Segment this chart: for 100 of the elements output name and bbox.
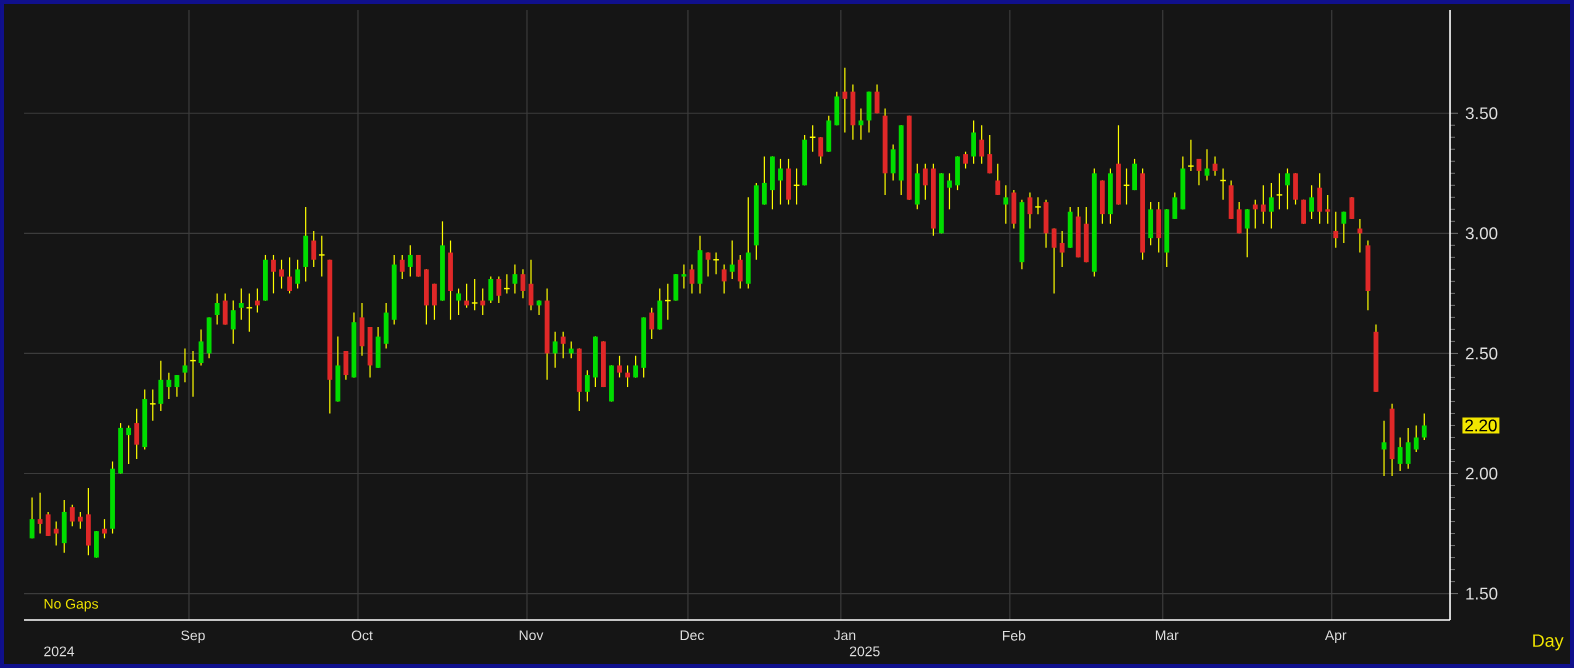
candlestick <box>1011 189 1017 230</box>
candlestick <box>987 134 993 174</box>
candlestick <box>512 263 518 294</box>
candlestick <box>456 287 461 316</box>
candlestick <box>1421 412 1427 441</box>
candlestick <box>729 239 735 280</box>
candlestick <box>230 299 236 345</box>
candlestick <box>149 388 157 422</box>
candlestick <box>214 292 220 326</box>
candlestick <box>61 499 67 554</box>
candlestick <box>263 254 268 302</box>
candlestick <box>488 275 494 304</box>
candlestick <box>166 372 172 400</box>
candlestick <box>1268 182 1274 230</box>
candlestick <box>673 273 679 302</box>
candlestick <box>303 206 309 282</box>
candlestick <box>287 256 292 294</box>
candlestick <box>1059 230 1065 268</box>
candlestick <box>37 492 43 535</box>
candlestick <box>737 254 743 290</box>
candlestick <box>802 134 808 186</box>
y-tick-label: 2.00 <box>1465 467 1498 480</box>
candlestick <box>609 364 614 403</box>
candlestick <box>786 158 791 206</box>
candlestick <box>1275 172 1283 210</box>
candlestick <box>134 408 140 460</box>
candlestick <box>182 348 188 383</box>
y-tick-label: 3.50 <box>1465 107 1498 120</box>
candlestick <box>1116 124 1121 206</box>
candlestick <box>471 278 479 311</box>
candlestick <box>174 374 180 398</box>
candlestick <box>955 155 960 191</box>
candlestick <box>592 336 598 388</box>
candlestick <box>1156 201 1162 254</box>
candlestick <box>1293 172 1298 206</box>
candlestick <box>206 316 212 359</box>
candlestick <box>158 360 164 412</box>
candlestick <box>335 336 341 403</box>
candlestick <box>560 331 566 359</box>
candlestick <box>496 275 502 304</box>
candlestick <box>1108 167 1113 225</box>
y-tick-label: 3.00 <box>1465 227 1498 240</box>
candlestick <box>914 163 920 210</box>
candlestick <box>85 487 91 556</box>
candlestick <box>979 124 985 165</box>
candlestick <box>576 348 582 412</box>
candlestick <box>1260 184 1266 225</box>
candlestick <box>1317 172 1323 225</box>
candlestick <box>1187 139 1195 172</box>
candlestick <box>448 239 453 321</box>
candlestick <box>971 119 977 165</box>
text: Day <box>1533 634 1564 651</box>
candlestick <box>1397 436 1403 472</box>
candlestick <box>1132 158 1137 191</box>
candlestick <box>295 259 301 290</box>
candlestick <box>94 530 99 559</box>
candlestick <box>69 504 75 527</box>
candlestick <box>850 83 856 141</box>
candlestick <box>1003 184 1009 225</box>
candlestick <box>222 292 228 326</box>
candlestick <box>1034 196 1042 215</box>
candlestick <box>601 340 606 388</box>
candlestick <box>399 254 405 280</box>
candlestick <box>1405 427 1411 470</box>
candlestick <box>617 355 622 379</box>
candlestick <box>53 520 59 547</box>
candlestick <box>1051 227 1057 294</box>
candlestick <box>311 230 317 268</box>
candlestick <box>271 254 276 294</box>
candlestick <box>1301 199 1306 225</box>
y-tick-label: 1.50 <box>1466 587 1498 600</box>
candlestick <box>721 263 727 294</box>
candlestick <box>102 518 107 539</box>
text: 2.20 <box>1465 419 1497 432</box>
candlestick <box>657 287 663 331</box>
candlestick <box>842 67 848 134</box>
candlestick <box>1067 206 1073 249</box>
candlestick <box>1244 208 1250 258</box>
candlestick <box>778 158 783 206</box>
candlestick <box>1309 184 1315 220</box>
candlestick <box>1148 201 1154 246</box>
candlestick <box>1333 211 1339 249</box>
candlestick <box>407 244 413 278</box>
candlestick <box>818 136 824 165</box>
candlestick <box>770 155 775 210</box>
candlestick <box>1075 206 1081 258</box>
candlestick <box>45 511 51 537</box>
candlestick <box>995 163 1001 196</box>
candlestick <box>1099 179 1105 225</box>
candlestick <box>279 259 284 290</box>
candlestick <box>238 287 244 321</box>
candlestick <box>343 350 349 381</box>
y-tick-label: 2.50 <box>1465 347 1498 360</box>
candlestick <box>552 331 558 369</box>
candlestick <box>1341 211 1347 244</box>
candlestick <box>745 196 751 290</box>
candlestick <box>1083 206 1089 263</box>
candlestick <box>649 307 655 340</box>
candlestick <box>318 235 326 278</box>
candlestick <box>1285 167 1290 210</box>
